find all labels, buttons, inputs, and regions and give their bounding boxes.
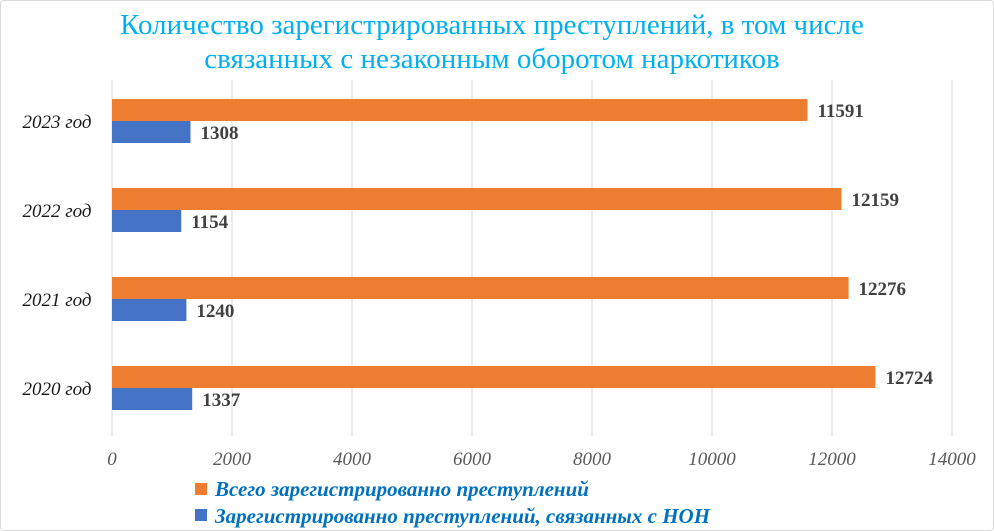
bar-non-0 xyxy=(112,121,191,143)
x-tick-label-2000: 2000 xyxy=(213,449,252,470)
category-label-0: 2023 год xyxy=(22,112,91,133)
bar-non-3 xyxy=(112,388,193,410)
legend-swatch-non xyxy=(195,509,207,521)
category-label-1: 2022 год xyxy=(22,201,91,222)
x-tick-label-8000: 8000 xyxy=(573,449,612,470)
legend: Всего зарегистрированно преступлений Зар… xyxy=(195,477,711,528)
bar-total-2 xyxy=(112,277,849,299)
category-label-3: 2020 год xyxy=(22,379,91,400)
chart-title-line-1: Количество зарегистрированных преступлен… xyxy=(120,9,864,41)
x-tick-label-6000: 6000 xyxy=(453,449,492,470)
bar-total-0 xyxy=(112,99,808,121)
category-label-2: 2021 год xyxy=(22,290,91,311)
bars xyxy=(112,99,876,410)
x-tick-label-10000: 10000 xyxy=(688,449,736,470)
data-label-non-3: 1337 xyxy=(202,390,241,411)
data-label-total-3: 12724 xyxy=(885,368,933,389)
data-label-non-2: 1240 xyxy=(196,301,234,322)
x-tick-label-14000: 14000 xyxy=(928,449,976,470)
legend-label-total: Всего зарегистрированно преступлений xyxy=(214,477,589,501)
data-label-total-1: 12159 xyxy=(852,190,900,211)
x-tick-label-0: 0 xyxy=(107,449,117,470)
bar-total-1 xyxy=(112,188,842,210)
x-axis-ticks: 0 2000 4000 6000 8000 10000 12000 14000 xyxy=(107,449,976,470)
data-label-total-2: 12276 xyxy=(859,279,907,300)
bar-non-2 xyxy=(112,299,187,321)
legend-swatch-total xyxy=(195,483,207,495)
bar-total-3 xyxy=(112,366,876,388)
data-labels: 11591 1308 12159 1154 12276 1240 12724 1337 xyxy=(191,101,933,411)
data-label-non-0: 1308 xyxy=(200,123,238,144)
bar-non-1 xyxy=(112,210,182,232)
data-label-total-0: 11591 xyxy=(817,101,863,122)
x-tick-label-4000: 4000 xyxy=(333,449,372,470)
chart-title-line-2: связанных с незаконным оборотом наркотик… xyxy=(204,43,779,75)
x-tick-label-12000: 12000 xyxy=(808,449,856,470)
category-labels: 2023 год 2022 год 2021 год 2020 год xyxy=(22,112,91,400)
legend-label-non: Зарегистрированно преступлений, связанны… xyxy=(214,504,711,528)
data-label-non-1: 1154 xyxy=(191,212,228,233)
